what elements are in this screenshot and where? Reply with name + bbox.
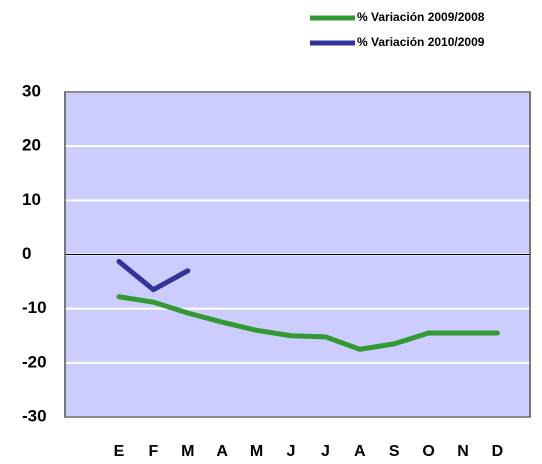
- y-tick-label: -30: [22, 406, 47, 425]
- x-tick-label: F: [149, 443, 159, 460]
- y-tick-label: 10: [22, 190, 41, 209]
- x-tick-label: J: [321, 443, 330, 460]
- y-tick-label: -20: [22, 352, 47, 371]
- x-tick-label: D: [492, 443, 504, 460]
- series-line: [116, 259, 191, 293]
- x-tick-label: A: [216, 443, 228, 460]
- y-tick-label: 20: [22, 136, 41, 155]
- x-tick-label: J: [287, 443, 296, 460]
- x-tick-label: E: [114, 443, 125, 460]
- x-tick-label: M: [181, 443, 194, 460]
- y-tick-label: 0: [22, 244, 31, 263]
- y-tick-label: -10: [22, 298, 47, 317]
- x-tick-label: A: [354, 443, 366, 460]
- x-tick-label: S: [389, 443, 400, 460]
- x-tick-label: O: [422, 443, 434, 460]
- x-tick-label: N: [457, 443, 469, 460]
- plot-border: [64, 91, 531, 418]
- legend-label: % Variación 2009/2008: [357, 10, 485, 24]
- x-tick-label: M: [250, 443, 263, 460]
- legend-label: % Variación 2010/2009: [357, 35, 485, 49]
- y-tick-label: 30: [22, 81, 41, 100]
- series-line: [116, 294, 500, 352]
